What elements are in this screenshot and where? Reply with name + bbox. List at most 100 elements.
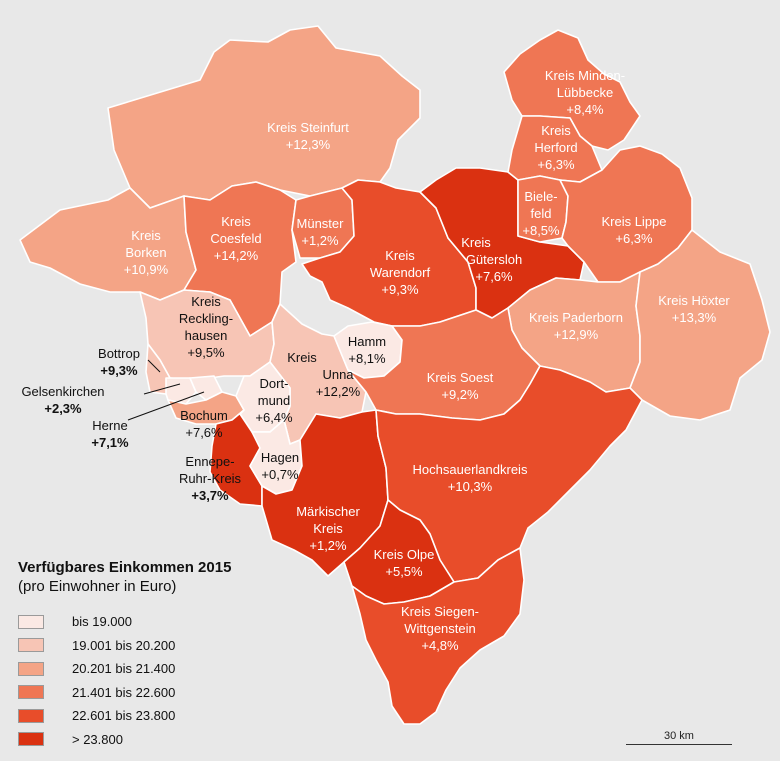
label-borken-change: +10,9%: [124, 262, 169, 277]
label-dortmund-name1: Dort-: [260, 376, 289, 391]
label-maerkisch-change: +1,2%: [309, 538, 347, 553]
label-coesfeld-change: +14,2%: [214, 248, 259, 263]
label-hoexter: Kreis Höxter +13,3%: [658, 293, 730, 325]
legend-item: bis 19.000: [18, 610, 278, 634]
label-soest-change: +9,2%: [441, 387, 479, 402]
label-recklinghausen-name1: Kreis: [191, 294, 221, 309]
label-recklinghausen-name2: Reckling-: [179, 311, 233, 326]
legend-item: 20.201 bis 21.400: [18, 657, 278, 681]
label-hochsauerland-name: Hochsauerlandkreis: [413, 462, 528, 477]
label-ennepe-change: +3,7%: [191, 488, 229, 503]
label-gelsenkirchen: Gelsenkirchen +2,3%: [21, 384, 104, 416]
leader-bottrop: [147, 359, 161, 373]
legend-subtitle: (pro Einwohner in Euro): [18, 578, 177, 595]
label-bochum-name: Bochum: [180, 408, 228, 423]
label-dortmund: Dort- mund +6,4%: [255, 376, 293, 425]
legend-label: > 23.800: [72, 731, 123, 747]
region-siegen[interactable]: [351, 547, 525, 725]
label-lippe-change: +6,3%: [615, 231, 653, 246]
label-unna: Kreis Unna +12,2%: [287, 350, 360, 399]
label-recklinghausen-change: +9,5%: [187, 345, 225, 360]
label-unna-change: +12,2%: [316, 384, 361, 399]
legend-list: bis 19.000 19.001 bis 20.200 20.201 bis …: [18, 610, 278, 751]
label-olpe: Kreis Olpe +5,5%: [374, 547, 435, 579]
legend-swatch: [18, 732, 44, 747]
label-muenster-change: +1,2%: [301, 233, 339, 248]
label-hochsauerland-change: +10,3%: [448, 479, 493, 494]
label-minden-name2: Lübbecke: [557, 85, 613, 100]
label-muenster-name: Münster: [297, 216, 345, 231]
label-minden: Kreis Minden- Lübbecke +8,4%: [545, 68, 625, 117]
scale-bar: 30 km: [626, 730, 732, 745]
legend-item: > 23.800: [18, 728, 278, 752]
label-herford: Kreis Herford +6,3%: [534, 123, 577, 172]
label-guetersloh-name1: Kreis: [461, 235, 491, 250]
legend-swatch: [18, 685, 44, 700]
label-unna-name1: Kreis: [287, 350, 317, 365]
label-soest-name: Kreis Soest: [427, 370, 494, 385]
label-hamm-name: Hamm: [348, 334, 386, 349]
region-borken[interactable]: [19, 187, 197, 301]
label-paderborn-change: +12,9%: [554, 327, 599, 342]
label-steinfurt-name: Kreis Steinfurt: [267, 120, 349, 135]
label-soest: Kreis Soest +9,2%: [427, 370, 494, 402]
label-guetersloh-change: +7,6%: [475, 269, 513, 284]
label-herne-name: Herne: [92, 418, 127, 433]
label-warendorf-name2: Warendorf: [370, 265, 431, 280]
label-dortmund-change: +6,4%: [255, 410, 293, 425]
label-minden-name1: Kreis Minden-: [545, 68, 625, 83]
label-ennepe-name1: Ennepe-: [185, 454, 234, 469]
label-bielefeld-change: +8,5%: [522, 223, 560, 238]
label-guetersloh: Kreis Gütersloh +7,6%: [461, 235, 522, 284]
label-hochsauerland: Hochsauerlandkreis +10,3%: [413, 462, 528, 494]
label-borken-name1: Kreis: [131, 228, 161, 243]
legend-label: 19.001 bis 20.200: [72, 637, 176, 653]
label-lippe: Kreis Lippe +6,3%: [601, 214, 666, 246]
label-bottrop-change: +9,3%: [100, 363, 138, 378]
label-siegen-change: +4,8%: [421, 638, 459, 653]
label-gelsenkirchen-name: Gelsenkirchen: [21, 384, 104, 399]
legend-swatch: [18, 661, 44, 676]
label-recklinghausen-name3: hausen: [185, 328, 228, 343]
legend-item: 22.601 bis 23.800: [18, 704, 278, 728]
scale-line: [626, 744, 732, 745]
legend-swatch: [18, 638, 44, 653]
label-minden-change: +8,4%: [566, 102, 604, 117]
label-olpe-name: Kreis Olpe: [374, 547, 435, 562]
label-herford-name1: Kreis: [541, 123, 571, 138]
label-lippe-name: Kreis Lippe: [601, 214, 666, 229]
label-hagen: Hagen +0,7%: [261, 450, 299, 482]
label-hamm-change: +8,1%: [348, 351, 386, 366]
region-coesfeld[interactable]: [183, 181, 297, 337]
label-guetersloh-name2: Gütersloh: [466, 252, 522, 267]
label-bochum-change: +7,6%: [185, 425, 223, 440]
label-hoexter-change: +13,3%: [672, 310, 717, 325]
legend-item: 19.001 bis 20.200: [18, 634, 278, 658]
label-bielefeld-name2: feld: [531, 206, 552, 221]
label-borken: Kreis Borken +10,9%: [124, 228, 169, 277]
label-bielefeld-name1: Biele-: [524, 189, 557, 204]
label-coesfeld-name1: Kreis: [221, 214, 251, 229]
label-hamm: Hamm +8,1%: [348, 334, 386, 366]
label-herne: Herne +7,1%: [91, 418, 129, 450]
label-steinfurt-change: +12,3%: [286, 137, 331, 152]
label-bottrop-name: Bottrop: [98, 346, 140, 361]
label-siegen: Kreis Siegen- Wittgenstein +4,8%: [401, 604, 479, 653]
label-bielefeld: Biele- feld +8,5%: [522, 189, 560, 238]
label-paderborn: Kreis Paderborn +12,9%: [529, 310, 623, 342]
label-dortmund-name2: mund: [258, 393, 291, 408]
leader-herne: [127, 391, 205, 421]
region-hoexter[interactable]: [629, 229, 771, 421]
label-herford-change: +6,3%: [537, 157, 575, 172]
label-bottrop: Bottrop +9,3%: [98, 346, 140, 378]
label-unna-name2: Unna: [322, 367, 354, 382]
label-hagen-change: +0,7%: [261, 467, 299, 482]
legend-swatch: [18, 614, 44, 629]
label-borken-name2: Borken: [125, 245, 166, 260]
label-siegen-name1: Kreis Siegen-: [401, 604, 479, 619]
label-ennepe: Ennepe- Ruhr-Kreis +3,7%: [179, 454, 242, 503]
leader-gelsenkirchen: [143, 383, 181, 395]
label-muenster: Münster +1,2%: [297, 216, 345, 248]
legend-swatch: [18, 708, 44, 723]
